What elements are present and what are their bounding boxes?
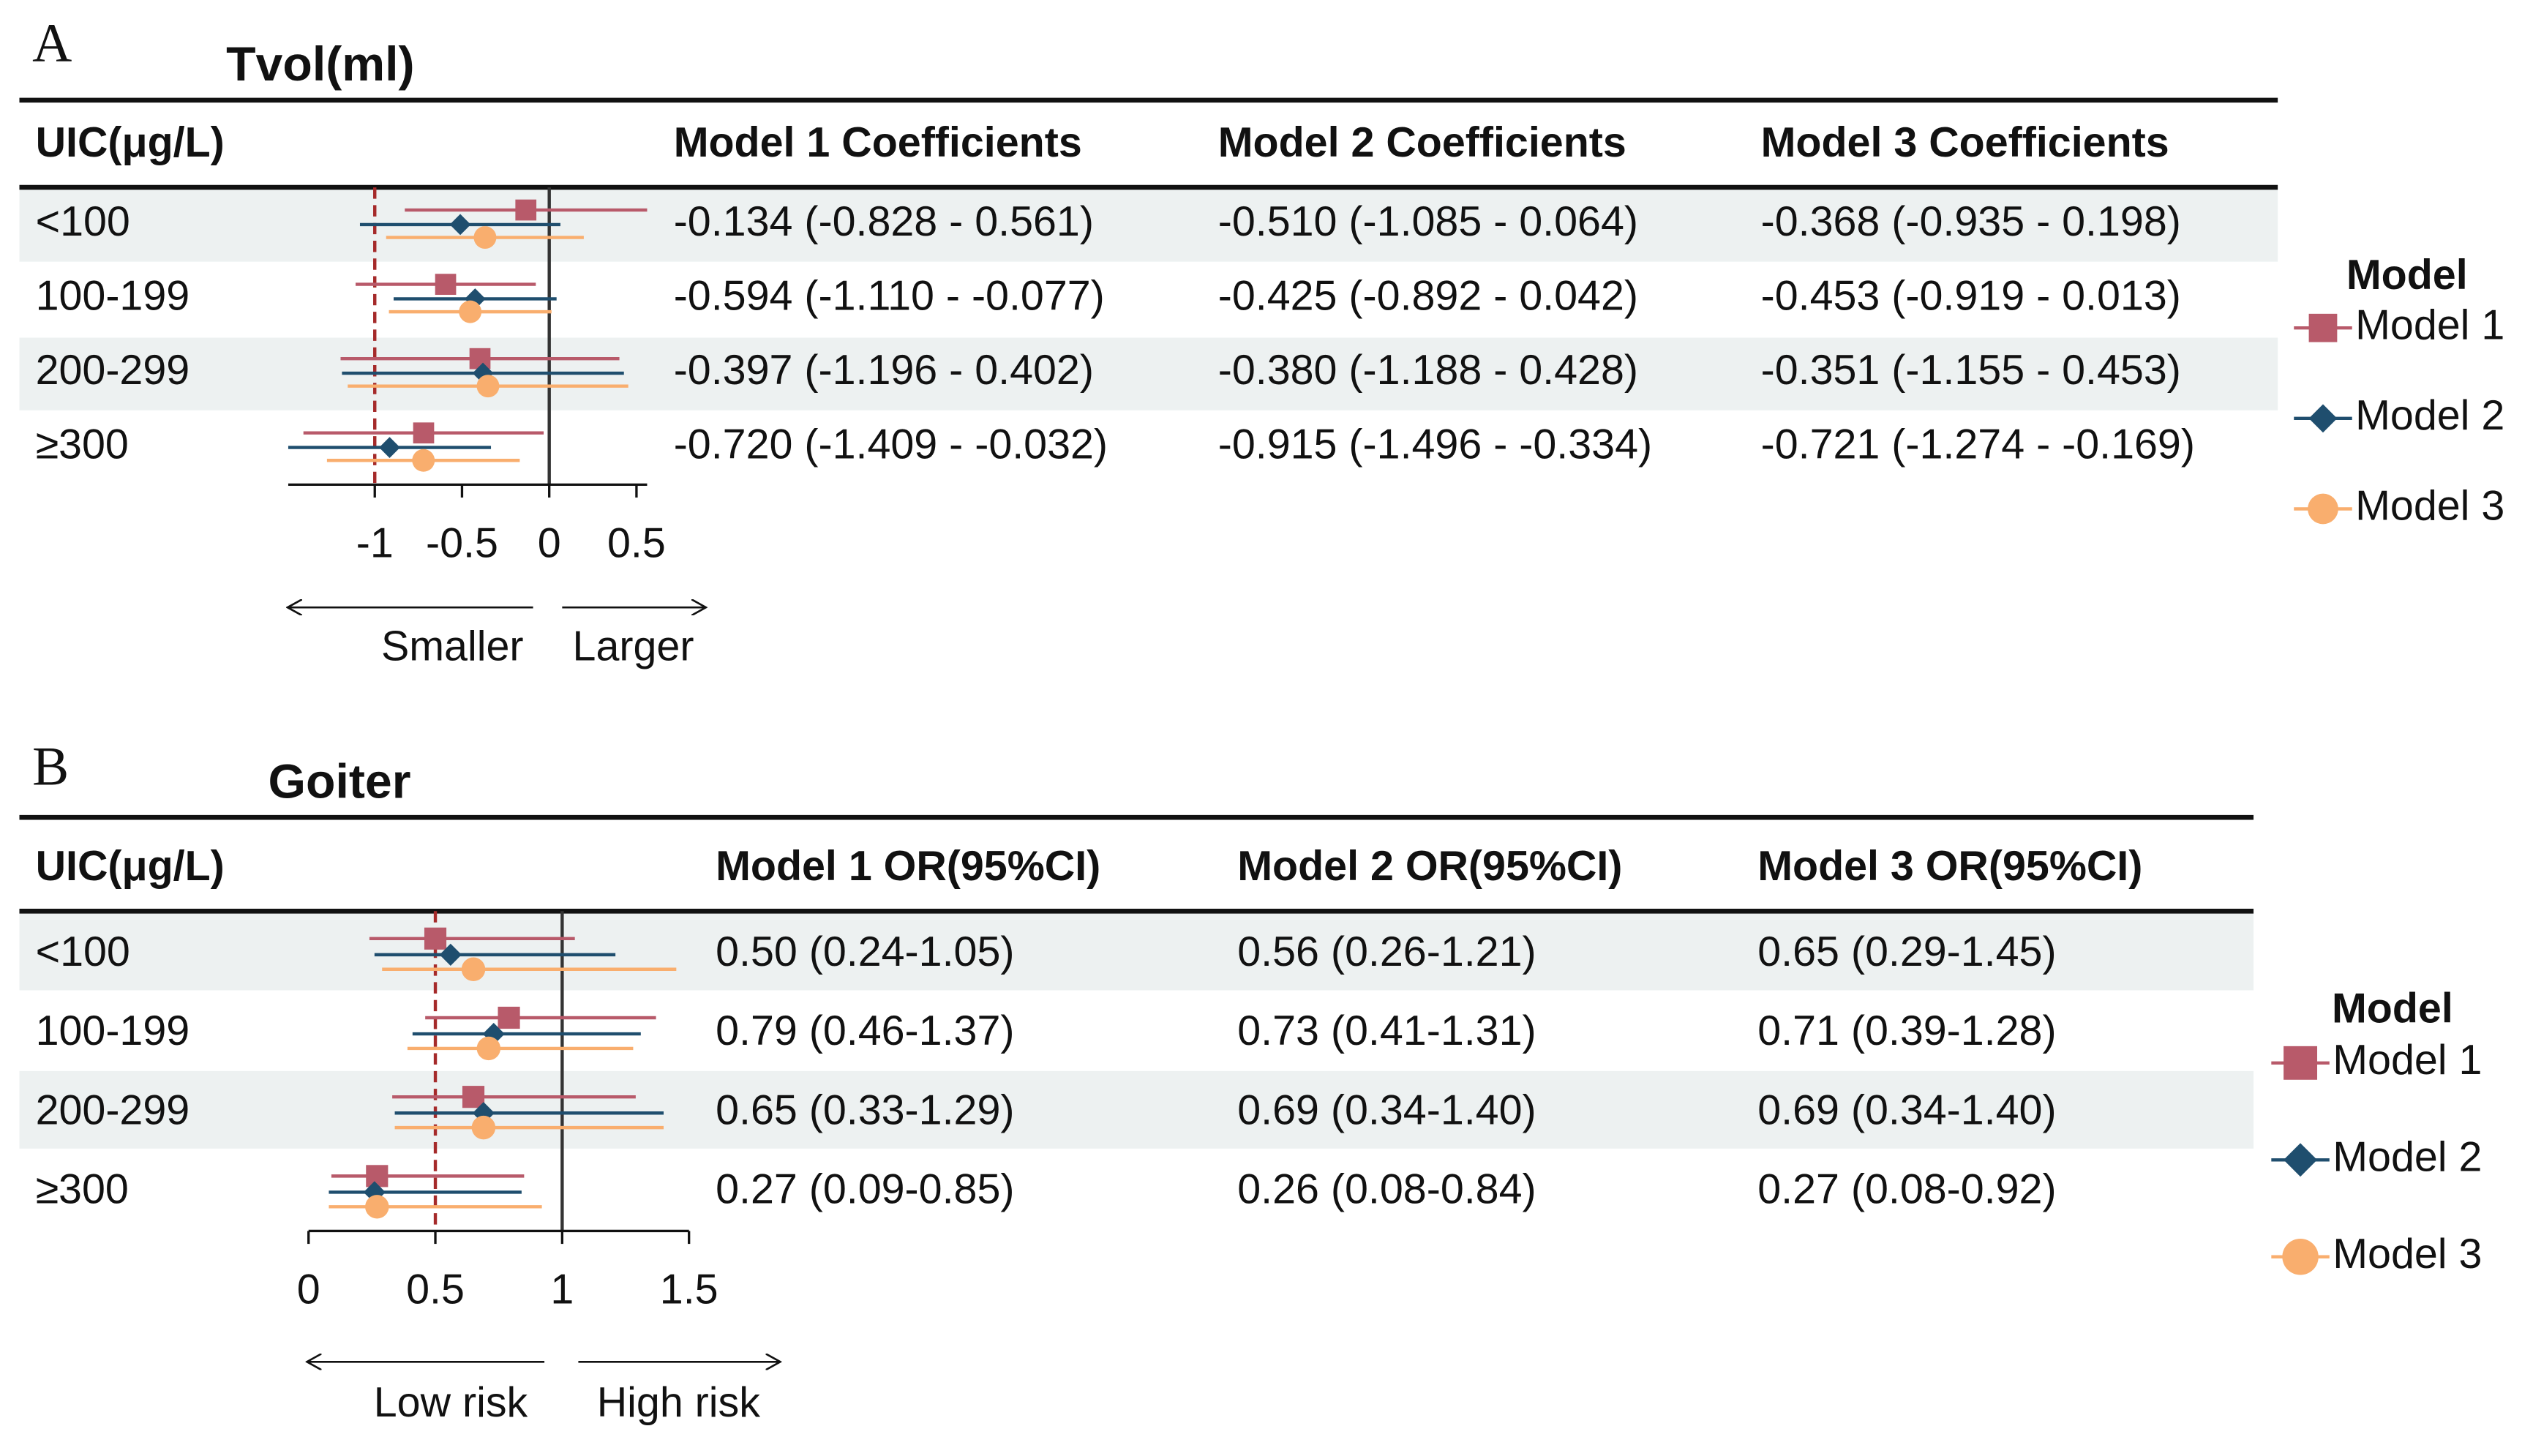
row-shade — [19, 1070, 2254, 1149]
chart-title: Tvol(ml) — [226, 37, 415, 91]
column-header: Model 1 Coefficients — [674, 119, 1082, 166]
table-cell: 0.50 (0.24-1.05) — [716, 928, 1014, 975]
legend-label: Model 1 — [2333, 1037, 2482, 1084]
table-cell: -0.510 (-1.085 - 0.064) — [1218, 198, 1638, 245]
table-cell: -0.720 (-1.409 - -0.032) — [674, 421, 1108, 468]
point-circle — [473, 226, 497, 249]
table-cell: -0.915 (-1.496 - -0.334) — [1218, 421, 1652, 468]
category-label: <100 — [36, 198, 130, 245]
direction-label: Low risk — [374, 1379, 528, 1426]
point-circle — [471, 1115, 496, 1140]
legend-label: Model 2 — [2355, 392, 2504, 439]
point-square — [413, 422, 435, 444]
x-tick-label: -1 — [356, 519, 394, 566]
point-diamond — [472, 1102, 495, 1125]
column-header: Model 2 Coefficients — [1218, 119, 1626, 166]
table-cell: -0.425 (-0.892 - 0.042) — [1218, 273, 1638, 320]
point-circle — [365, 1195, 389, 1219]
point-diamond — [379, 437, 400, 458]
table-cell: -0.134 (-0.828 - 0.561) — [674, 198, 1094, 245]
table-cell: -0.397 (-1.196 - 0.402) — [674, 347, 1094, 394]
category-label: 200-299 — [36, 347, 190, 394]
table-cell: 0.27 (0.09-0.85) — [716, 1166, 1014, 1213]
category-label: 100-199 — [36, 1007, 190, 1054]
table-cell: 0.65 (0.33-1.29) — [716, 1087, 1014, 1133]
x-tick-label: 0 — [538, 519, 561, 566]
point-diamond — [2284, 1143, 2318, 1177]
x-tick-label: 1 — [550, 1266, 574, 1313]
point-diamond — [2308, 404, 2338, 433]
point-circle — [461, 957, 486, 981]
direction-label: Larger — [573, 623, 694, 670]
point-circle — [476, 1036, 501, 1061]
table-cell: -0.594 (-1.110 - -0.077) — [674, 273, 1105, 320]
legend-label: Model 2 — [2333, 1133, 2482, 1180]
category-label: ≥300 — [36, 421, 129, 468]
column-header: UIC(μg/L) — [36, 119, 225, 166]
column-header: Model 2 OR(95%CI) — [1237, 843, 1622, 890]
direction-label: Smaller — [381, 623, 524, 670]
point-square — [435, 274, 457, 295]
x-tick-label: 1.5 — [660, 1266, 718, 1313]
table-cell: 0.56 (0.26-1.21) — [1237, 928, 1536, 975]
table-cell: 0.69 (0.34-1.40) — [1757, 1087, 2056, 1133]
chart-title: Goiter — [269, 755, 411, 809]
point-square — [2284, 1046, 2318, 1080]
point-diamond — [363, 1181, 386, 1204]
point-square — [2308, 313, 2338, 342]
category-label: ≥300 — [36, 1166, 129, 1213]
table-cell: 0.69 (0.34-1.40) — [1237, 1087, 1536, 1133]
table-cell: 0.71 (0.39-1.28) — [1757, 1007, 2056, 1054]
legend-title: Model — [2346, 252, 2468, 299]
table-cell: 0.26 (0.08-0.84) — [1237, 1166, 1536, 1213]
direction-label: High risk — [597, 1379, 761, 1426]
legend-label: Model 3 — [2333, 1231, 2482, 1277]
point-circle — [2282, 1239, 2319, 1275]
column-header: Model 3 Coefficients — [1761, 119, 2169, 166]
point-circle — [459, 300, 482, 323]
category-label: <100 — [36, 928, 130, 975]
x-tick-label: 0 — [297, 1266, 320, 1313]
point-square — [366, 1165, 389, 1187]
point-circle — [412, 449, 435, 472]
point-diamond — [482, 1022, 505, 1046]
table-cell: -0.453 (-0.919 - 0.013) — [1761, 273, 2181, 320]
table-cell: -0.368 (-0.935 - 0.198) — [1761, 198, 2181, 245]
table-cell: -0.721 (-1.274 - -0.169) — [1761, 421, 2195, 468]
table-cell: 0.79 (0.46-1.37) — [716, 1007, 1014, 1054]
x-tick-label: -0.5 — [426, 519, 498, 566]
table-cell: 0.27 (0.08-0.92) — [1757, 1166, 2056, 1213]
row-shade — [19, 912, 2254, 991]
column-header: Model 1 OR(95%CI) — [716, 843, 1100, 890]
legend-label: Model 3 — [2355, 483, 2504, 530]
column-header: Model 3 OR(95%CI) — [1757, 843, 2142, 890]
point-square — [462, 1086, 485, 1108]
table-cell: 0.65 (0.29-1.45) — [1757, 928, 2056, 975]
table-cell: -0.351 (-1.155 - 0.453) — [1761, 347, 2181, 394]
panel-label: B — [32, 737, 69, 798]
point-square — [515, 199, 537, 221]
point-square — [469, 348, 491, 369]
point-circle — [2308, 493, 2338, 525]
category-label: 200-299 — [36, 1087, 190, 1133]
category-label: 100-199 — [36, 273, 190, 320]
point-circle — [476, 375, 500, 398]
point-diamond — [449, 214, 471, 236]
legend-title: Model — [2332, 985, 2453, 1032]
panel-label: A — [32, 12, 72, 73]
x-tick-label: 0.5 — [406, 1266, 465, 1313]
point-diamond — [439, 943, 462, 966]
point-square — [498, 1006, 520, 1029]
x-tick-label: 0.5 — [607, 519, 666, 566]
table-cell: -0.380 (-1.188 - 0.428) — [1218, 347, 1638, 394]
column-header: UIC(μg/L) — [36, 843, 225, 890]
table-cell: 0.73 (0.41-1.31) — [1237, 1007, 1536, 1054]
legend-label: Model 1 — [2355, 301, 2504, 348]
point-square — [424, 927, 447, 950]
